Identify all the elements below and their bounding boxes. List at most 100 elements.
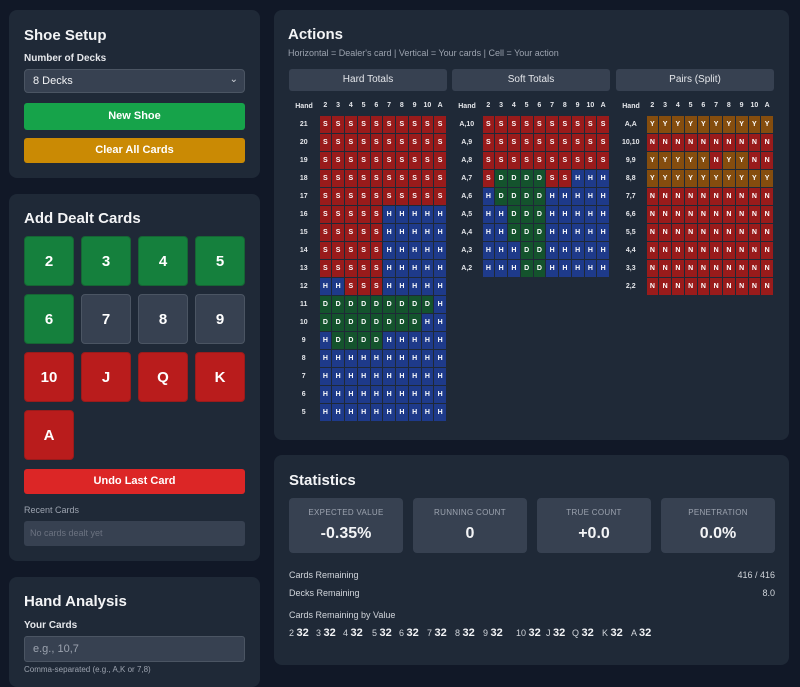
action-cell: H <box>545 258 559 278</box>
card-button-q[interactable]: Q <box>138 352 188 402</box>
action-cell: S <box>369 186 384 206</box>
card-value: 6 <box>399 628 405 638</box>
action-cell: H <box>494 258 508 278</box>
action-cell: H <box>433 348 447 368</box>
action-cell: H <box>331 402 345 422</box>
card-button-k[interactable]: K <box>195 352 245 402</box>
stat-value: 0 <box>465 525 475 542</box>
add-cards-title: Add Dealt Cards <box>24 210 141 227</box>
action-cell: N <box>734 204 749 224</box>
card-button-4[interactable]: 4 <box>138 236 188 286</box>
clear-all-cards-button[interactable]: Clear All Cards <box>24 138 245 163</box>
action-cell: N <box>747 186 762 206</box>
action-cell: Y <box>722 114 736 134</box>
action-cell: H <box>433 312 447 332</box>
action-cell: H <box>356 402 371 422</box>
action-cell: H <box>420 384 435 404</box>
action-cell: S <box>344 222 358 242</box>
action-cell: S <box>395 186 409 206</box>
action-cell: H <box>395 258 409 278</box>
card-button-5[interactable]: 5 <box>195 236 245 286</box>
new-shoe-button[interactable]: New Shoe <box>24 103 245 130</box>
card-count-j: J 32 <box>546 627 565 639</box>
hand-row-header: 3,3 <box>625 264 636 272</box>
card-value: K <box>602 628 609 638</box>
soft-totals-header[interactable]: Soft Totals <box>452 69 610 91</box>
hand-row-header: 9 <box>301 336 306 344</box>
hand-row-header: A,4 <box>461 228 473 236</box>
action-cell: N <box>722 276 736 296</box>
action-cell: S <box>369 132 384 152</box>
stat-value: +0.0 <box>578 525 610 542</box>
action-cell: D <box>507 186 521 206</box>
card-button-9[interactable]: 9 <box>195 294 245 344</box>
action-cell: N <box>734 276 749 296</box>
action-cell: H <box>558 222 572 242</box>
action-cell: N <box>683 240 698 260</box>
action-cell: D <box>331 330 345 350</box>
action-cell: D <box>356 294 371 314</box>
action-cell: N <box>683 222 698 242</box>
action-cell: Y <box>734 150 749 170</box>
dealer-col-header: A <box>764 102 770 110</box>
action-cell: H <box>433 294 447 314</box>
action-cell: N <box>734 222 749 242</box>
hand-row-header: 19 <box>299 156 308 164</box>
action-cell: S <box>382 132 396 152</box>
action-cell: S <box>318 186 333 206</box>
action-cell: D <box>532 204 547 224</box>
pairs-header[interactable]: Pairs (Split) <box>616 69 774 91</box>
card-button-3[interactable]: 3 <box>81 236 131 286</box>
action-cell: N <box>760 132 774 152</box>
card-button-8[interactable]: 8 <box>138 294 188 344</box>
action-cell: S <box>433 132 447 152</box>
action-cell: S <box>545 132 559 152</box>
card-value: 8 <box>455 628 461 638</box>
card-button-a[interactable]: A <box>24 410 74 460</box>
action-cell: H <box>420 276 435 296</box>
action-cell: H <box>356 366 371 386</box>
shoe-setup-title: Shoe Setup <box>24 27 107 44</box>
undo-last-card-button[interactable]: Undo Last Card <box>24 469 245 494</box>
card-count: 32 <box>639 627 652 639</box>
your-cards-input[interactable]: e.g., 10,7 <box>24 636 245 662</box>
action-cell: S <box>407 114 422 134</box>
card-button-10[interactable]: 10 <box>24 352 74 402</box>
action-cell: D <box>382 312 396 332</box>
action-cell: N <box>671 186 685 206</box>
action-cell: S <box>318 240 333 260</box>
card-count: 32 <box>323 627 336 639</box>
card-value: 9 <box>483 628 489 638</box>
card-button-7[interactable]: 7 <box>81 294 131 344</box>
cards-remaining-value: 416 / 416 <box>737 570 775 580</box>
action-cell: D <box>494 186 508 206</box>
action-cell: S <box>596 150 610 170</box>
action-cell: Y <box>696 114 711 134</box>
decks-select[interactable]: 8 Decks ⌄ <box>24 69 245 93</box>
action-cell: Y <box>658 168 672 188</box>
hard-totals-header[interactable]: Hard Totals <box>289 69 447 91</box>
card-button-6[interactable]: 6 <box>24 294 74 344</box>
action-cell: H <box>382 240 396 260</box>
action-cell: S <box>331 150 345 170</box>
card-button-2[interactable]: 2 <box>24 236 74 286</box>
hand-row-header: A,6 <box>461 192 473 200</box>
hand-row-header: A,A <box>624 120 637 128</box>
dealer-col-header: 7 <box>714 102 719 110</box>
action-cell: S <box>331 258 345 278</box>
action-cell: H <box>331 366 345 386</box>
action-cell: S <box>570 132 585 152</box>
action-cell: D <box>407 312 422 332</box>
action-cell: H <box>344 384 358 404</box>
actions-subtitle: Horizontal = Dealer's card | Vertical = … <box>288 48 559 58</box>
action-cell: H <box>570 168 585 188</box>
hand-row-header: 18 <box>299 174 308 182</box>
action-cell: H <box>545 240 559 260</box>
card-count: 32 <box>406 627 419 639</box>
action-cell: N <box>645 204 660 224</box>
hand-col-header: Hand <box>622 102 640 110</box>
card-value: 5 <box>372 628 378 638</box>
action-cell: N <box>658 258 672 278</box>
hand-row-header: 8,8 <box>625 174 636 182</box>
card-button-j[interactable]: J <box>81 352 131 402</box>
